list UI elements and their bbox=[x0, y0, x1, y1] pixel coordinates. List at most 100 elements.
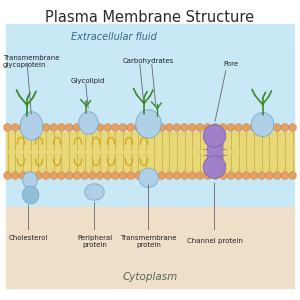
Circle shape bbox=[65, 124, 73, 131]
Circle shape bbox=[212, 172, 219, 179]
Circle shape bbox=[212, 124, 219, 131]
Text: Cholesterol: Cholesterol bbox=[9, 236, 48, 242]
Circle shape bbox=[73, 124, 81, 131]
Circle shape bbox=[188, 172, 196, 179]
Circle shape bbox=[111, 172, 119, 179]
Ellipse shape bbox=[85, 184, 104, 200]
Circle shape bbox=[81, 124, 88, 131]
Bar bbox=[6, 132, 294, 171]
Circle shape bbox=[289, 172, 296, 179]
Ellipse shape bbox=[251, 112, 274, 136]
Circle shape bbox=[27, 124, 34, 131]
Circle shape bbox=[281, 124, 289, 131]
Bar bbox=[6, 207, 294, 288]
Ellipse shape bbox=[79, 112, 98, 134]
Circle shape bbox=[266, 172, 273, 179]
Text: Glycolipid: Glycolipid bbox=[70, 78, 105, 84]
Circle shape bbox=[142, 124, 150, 131]
Circle shape bbox=[219, 172, 227, 179]
Circle shape bbox=[273, 124, 281, 131]
Circle shape bbox=[227, 124, 235, 131]
Ellipse shape bbox=[22, 186, 39, 204]
Circle shape bbox=[27, 172, 34, 179]
Circle shape bbox=[142, 172, 150, 179]
Text: Transmembrane
protein: Transmembrane protein bbox=[120, 235, 177, 248]
Ellipse shape bbox=[20, 112, 43, 140]
Circle shape bbox=[127, 124, 135, 131]
Circle shape bbox=[19, 124, 27, 131]
Circle shape bbox=[165, 172, 173, 179]
Circle shape bbox=[281, 172, 289, 179]
Circle shape bbox=[289, 124, 296, 131]
Circle shape bbox=[134, 124, 142, 131]
Circle shape bbox=[173, 172, 181, 179]
Circle shape bbox=[273, 172, 281, 179]
Circle shape bbox=[204, 124, 212, 131]
Circle shape bbox=[181, 124, 189, 131]
Circle shape bbox=[258, 124, 266, 131]
Circle shape bbox=[196, 124, 204, 131]
Circle shape bbox=[235, 124, 242, 131]
Circle shape bbox=[158, 172, 166, 179]
Circle shape bbox=[242, 124, 250, 131]
Circle shape bbox=[119, 124, 127, 131]
Circle shape bbox=[258, 172, 266, 179]
Circle shape bbox=[181, 172, 189, 179]
Circle shape bbox=[50, 172, 58, 179]
Circle shape bbox=[188, 124, 196, 131]
Circle shape bbox=[165, 124, 173, 131]
Circle shape bbox=[34, 124, 42, 131]
Ellipse shape bbox=[139, 168, 158, 188]
Circle shape bbox=[96, 172, 104, 179]
Circle shape bbox=[204, 172, 212, 179]
Circle shape bbox=[34, 172, 42, 179]
Circle shape bbox=[250, 172, 258, 179]
Ellipse shape bbox=[203, 124, 226, 147]
Circle shape bbox=[173, 124, 181, 131]
Circle shape bbox=[111, 124, 119, 131]
Text: Cytoplasm: Cytoplasm bbox=[122, 272, 178, 283]
Circle shape bbox=[96, 124, 104, 131]
Circle shape bbox=[65, 172, 73, 179]
Circle shape bbox=[73, 172, 81, 179]
Text: Pore: Pore bbox=[224, 61, 238, 68]
Circle shape bbox=[58, 172, 65, 179]
Circle shape bbox=[104, 124, 112, 131]
Circle shape bbox=[227, 172, 235, 179]
Circle shape bbox=[42, 172, 50, 179]
Circle shape bbox=[4, 124, 11, 131]
Circle shape bbox=[19, 172, 27, 179]
Circle shape bbox=[242, 172, 250, 179]
Circle shape bbox=[42, 124, 50, 131]
Text: Plasma Membrane Structure: Plasma Membrane Structure bbox=[45, 11, 255, 26]
Circle shape bbox=[219, 124, 227, 131]
Text: Peripheral
protein: Peripheral protein bbox=[77, 235, 112, 248]
Circle shape bbox=[158, 124, 166, 131]
Text: Extracellular fluid: Extracellular fluid bbox=[71, 32, 157, 43]
Circle shape bbox=[88, 124, 96, 131]
Circle shape bbox=[196, 172, 204, 179]
Circle shape bbox=[104, 172, 112, 179]
Text: Carbohydrates: Carbohydrates bbox=[123, 58, 174, 64]
Ellipse shape bbox=[136, 110, 161, 138]
Circle shape bbox=[50, 124, 58, 131]
Circle shape bbox=[127, 172, 135, 179]
Circle shape bbox=[119, 172, 127, 179]
Text: Transmembrane
glycoprotein: Transmembrane glycoprotein bbox=[3, 55, 59, 68]
Circle shape bbox=[81, 172, 88, 179]
Circle shape bbox=[134, 172, 142, 179]
Circle shape bbox=[250, 124, 258, 131]
Text: Channel protein: Channel protein bbox=[187, 238, 242, 244]
Circle shape bbox=[4, 172, 11, 179]
Bar bbox=[207, 144, 222, 159]
Bar bbox=[6, 24, 294, 210]
Circle shape bbox=[150, 172, 158, 179]
Ellipse shape bbox=[22, 172, 38, 188]
Circle shape bbox=[11, 124, 19, 131]
Circle shape bbox=[11, 172, 19, 179]
Circle shape bbox=[58, 124, 65, 131]
Circle shape bbox=[266, 124, 273, 131]
Circle shape bbox=[150, 124, 158, 131]
Circle shape bbox=[235, 172, 242, 179]
Ellipse shape bbox=[203, 156, 226, 178]
